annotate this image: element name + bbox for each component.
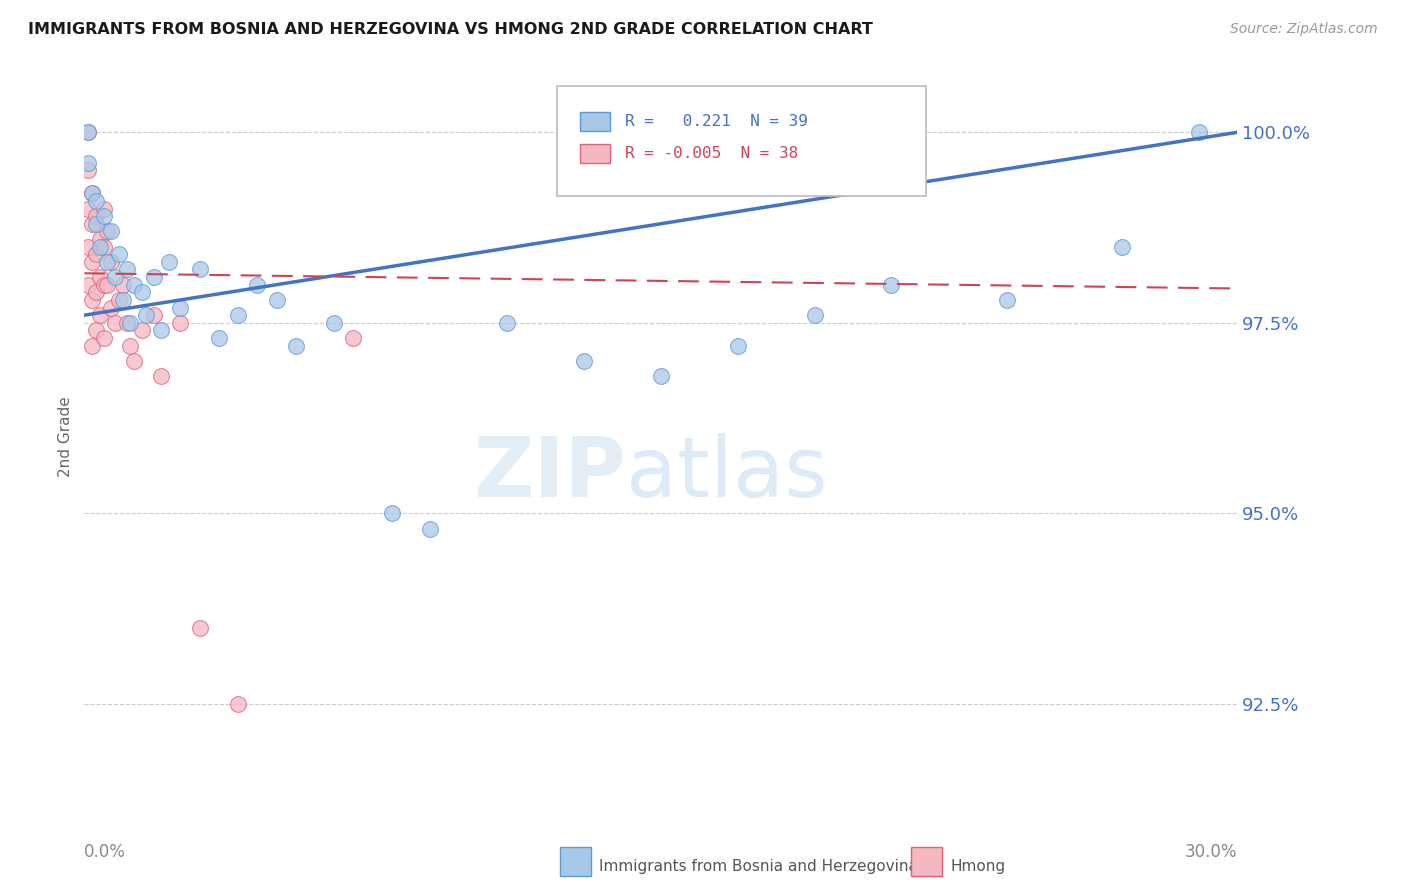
Point xyxy=(108,293,131,307)
Point xyxy=(100,301,122,315)
Point xyxy=(80,186,103,201)
Point xyxy=(246,277,269,292)
Text: Hmong: Hmong xyxy=(950,859,1005,873)
FancyBboxPatch shape xyxy=(581,144,610,163)
Point xyxy=(169,316,191,330)
Point xyxy=(1111,239,1133,253)
Point xyxy=(803,308,825,322)
Point xyxy=(419,522,441,536)
Point xyxy=(80,217,103,231)
Point xyxy=(880,277,903,292)
Point xyxy=(77,163,100,178)
Point xyxy=(142,270,165,285)
Point xyxy=(77,277,100,292)
Text: 0.0%: 0.0% xyxy=(84,843,127,861)
Point xyxy=(77,202,100,216)
Point xyxy=(77,155,100,169)
Point xyxy=(131,323,153,337)
Text: 30.0%: 30.0% xyxy=(1185,843,1237,861)
Point xyxy=(80,255,103,269)
Point xyxy=(226,697,249,711)
Point xyxy=(93,331,115,345)
Point xyxy=(995,293,1018,307)
Point xyxy=(496,316,519,330)
Point xyxy=(89,239,111,253)
Text: Source: ZipAtlas.com: Source: ZipAtlas.com xyxy=(1230,22,1378,37)
Point xyxy=(96,224,118,238)
Text: R = -0.005  N = 38: R = -0.005 N = 38 xyxy=(626,145,799,161)
Point xyxy=(77,125,100,139)
Point xyxy=(323,316,346,330)
Point xyxy=(84,323,107,337)
Point xyxy=(142,308,165,322)
Point xyxy=(150,323,173,337)
Point xyxy=(381,506,404,520)
Point xyxy=(80,293,103,307)
Text: Immigrants from Bosnia and Herzegovina: Immigrants from Bosnia and Herzegovina xyxy=(599,859,918,873)
Point xyxy=(104,270,127,285)
Point xyxy=(89,308,111,322)
Point xyxy=(115,262,138,277)
FancyBboxPatch shape xyxy=(557,86,927,195)
Point xyxy=(77,239,100,253)
Point xyxy=(120,316,142,330)
Point xyxy=(120,338,142,352)
Point xyxy=(131,285,153,300)
Point xyxy=(93,239,115,253)
Point xyxy=(84,209,107,223)
Point xyxy=(84,285,107,300)
Point xyxy=(84,217,107,231)
Point xyxy=(93,209,115,223)
Point xyxy=(89,270,111,285)
Point xyxy=(188,621,211,635)
Point xyxy=(111,293,134,307)
Point xyxy=(124,277,146,292)
Point xyxy=(100,255,122,269)
Point xyxy=(1188,125,1211,139)
Text: R =   0.221  N = 39: R = 0.221 N = 39 xyxy=(626,113,808,128)
Point xyxy=(650,369,672,384)
Point xyxy=(108,247,131,261)
Point xyxy=(115,316,138,330)
Point xyxy=(84,194,107,208)
Point xyxy=(89,232,111,246)
Point xyxy=(93,277,115,292)
Point xyxy=(208,331,231,345)
Point xyxy=(169,301,191,315)
Y-axis label: 2nd Grade: 2nd Grade xyxy=(58,397,73,477)
Point xyxy=(124,354,146,368)
Text: atlas: atlas xyxy=(626,434,828,514)
Point xyxy=(93,202,115,216)
Point xyxy=(150,369,173,384)
Point xyxy=(111,277,134,292)
Text: ZIP: ZIP xyxy=(474,434,626,514)
Point xyxy=(80,186,103,201)
Point xyxy=(96,255,118,269)
Point xyxy=(226,308,249,322)
Point xyxy=(188,262,211,277)
Point xyxy=(727,338,749,352)
FancyBboxPatch shape xyxy=(581,112,610,130)
Point xyxy=(157,255,180,269)
Text: IMMIGRANTS FROM BOSNIA AND HERZEGOVINA VS HMONG 2ND GRADE CORRELATION CHART: IMMIGRANTS FROM BOSNIA AND HERZEGOVINA V… xyxy=(28,22,873,37)
Point xyxy=(284,338,307,352)
Point xyxy=(96,277,118,292)
Point xyxy=(77,125,100,139)
Point xyxy=(135,308,157,322)
Point xyxy=(572,354,595,368)
Point xyxy=(84,247,107,261)
Point xyxy=(80,338,103,352)
Point xyxy=(104,316,127,330)
Point xyxy=(342,331,364,345)
Point xyxy=(100,224,122,238)
Point xyxy=(266,293,288,307)
